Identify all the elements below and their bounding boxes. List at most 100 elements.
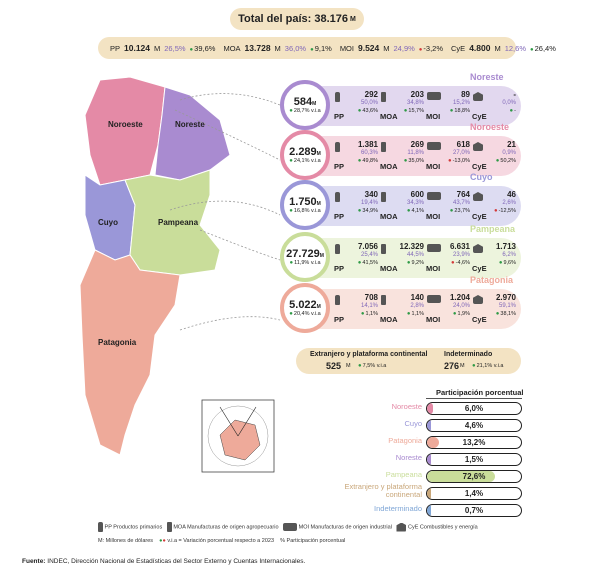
region-segment-moa: 203 34,8% 15,7% MOA [380, 91, 424, 121]
region-segment-moi: 1.204 24,0% 1,9% MOI [426, 294, 470, 324]
region-pp-code: PP [334, 162, 345, 171]
region-cye-value: 2.970 [495, 293, 516, 302]
region-cye-var: 50,2% [472, 157, 516, 165]
region-moi-pct: 15,2% [452, 100, 470, 106]
map-label-pampeana: Pampeana [158, 218, 199, 227]
region-moi-var: 1,9% [426, 310, 470, 318]
region-pp-value: 708 [364, 293, 378, 302]
region-cye-pct: 0,9% [502, 150, 516, 156]
antarctica-sector-line-right [237, 406, 257, 437]
antarctica-shape [219, 419, 261, 461]
summary-pp-code: PP [110, 43, 121, 53]
summary-cye-value: 4.800 [469, 43, 491, 53]
region-name: Noreste [470, 72, 504, 82]
chart-bar [427, 471, 496, 482]
summary-pp-unit: M [154, 43, 161, 53]
region-moi-code: MOI [426, 264, 441, 273]
region-moi-value: 6.631 [449, 242, 470, 251]
chart-bar-track: 1,5% [426, 453, 522, 466]
moi-icon [427, 142, 441, 150]
region-moa-pct: 11,8% [407, 150, 424, 156]
region-moa-code: MOA [380, 315, 398, 324]
extranjero-var: 7,5% v.i.a [358, 363, 387, 369]
moi-icon [427, 244, 441, 252]
region-total-circle: 27.729M 11,9% v.i.a [280, 232, 330, 282]
region-cye-var: 9,6% [472, 259, 516, 267]
region-segment-pp: 292 50,0% 43,6% PP [334, 91, 378, 121]
region-moa-code: MOA [380, 212, 398, 221]
region-cye-code: CyE [472, 112, 487, 121]
chart-data-label: 6,0% [464, 404, 484, 413]
summary-cye-code: CyE [451, 43, 466, 53]
footer-text: INDEC, Dirección Nacional de Estadística… [47, 558, 306, 565]
legend-moa: MOA Manufacturas de origen agropecuario [173, 524, 279, 531]
region-pp-code: PP [334, 264, 345, 273]
summary-cye-var: 26,4% [530, 44, 556, 53]
summary-moi-value: 9.524 [357, 43, 380, 53]
legend-cye: CyE Combustibles y energía [408, 524, 478, 531]
region-segment-moa: 140 2,8% 1,1% MOA [380, 294, 424, 324]
region-pp-code: PP [334, 212, 345, 221]
region-pp-var: 34,9% [334, 207, 378, 215]
indeterminado-value: 276 [444, 361, 460, 371]
total-country-label: Total del país: 38.176 [238, 13, 348, 25]
region-var: 28,7% v.i.a [289, 108, 321, 114]
region-moa-var: 9,2% [380, 259, 424, 267]
moa-icon [381, 142, 386, 152]
moa-icon [381, 192, 386, 202]
summary-moa-var: 9,1% [310, 44, 332, 53]
map-label-patagonia: Patagonia [98, 338, 137, 347]
region-pp-value: 1.381 [357, 140, 378, 149]
chart-data-label: 1,5% [464, 455, 484, 464]
pp-icon [335, 244, 340, 254]
region-total-circle: 5.022M 20,4% v.i.a [280, 283, 330, 333]
region-cye-code: CyE [472, 264, 487, 273]
region-var: 11,9% v.i.a [289, 260, 320, 266]
chart-category-label: Patagonia [388, 436, 422, 445]
chart-bar [427, 505, 431, 516]
region-cye-pct: 59,1% [498, 303, 516, 309]
region-pp-var: 43,6% [334, 107, 378, 115]
region-moi-value: 618 [456, 140, 470, 149]
region-pp-code: PP [334, 315, 345, 324]
summary-moi-pct: 24,9% [393, 43, 415, 53]
argentina-map: Noroeste Noreste Cuyo Pampeana Patagonia [79, 76, 275, 473]
cye-icon [473, 192, 483, 201]
summary-pp-pct: 26,5% [164, 43, 186, 53]
moi-icon [427, 92, 441, 100]
summary-moa-code: MOA [223, 43, 241, 53]
chart-divider [426, 398, 522, 399]
indeterminado-unit: M [460, 363, 465, 369]
region-name: Noroeste [470, 122, 510, 132]
region-moi-var: 23,7% [426, 207, 470, 215]
region-moa-value: 140 [410, 293, 424, 302]
chart-category-label: Noreste [395, 453, 422, 462]
chart-bar-track: 0,7% [426, 504, 522, 517]
cye-icon [473, 295, 483, 304]
region-cye-code: CyE [472, 162, 487, 171]
region-segment-cye: - 0,0% - CyE [472, 91, 516, 121]
chart-title: Participación porcentual [436, 388, 524, 397]
chart-bar-track: 6,0% [426, 402, 522, 415]
region-pp-pct: 25,4% [360, 252, 378, 258]
region-pp-pct: 19,4% [360, 200, 378, 206]
region-total: 27.729 [286, 248, 320, 260]
region-total: 2.289 [289, 146, 317, 158]
map-label-cuyo: Cuyo [98, 218, 118, 227]
chart-data-label: 0,7% [464, 506, 484, 515]
region-unit: M [312, 101, 317, 107]
moa-icon [381, 295, 386, 305]
region-cye-pct: 6,2% [502, 252, 516, 258]
region-segment-pp: 708 14,1% 1,1% PP [334, 294, 378, 324]
region-segment-pp: 340 19,4% 34,9% PP [334, 191, 378, 221]
region-moi-pct: 43,7% [452, 200, 470, 206]
region-moi-var: -4,6% [426, 259, 470, 267]
region-pp-var: 49,8% [334, 157, 378, 165]
region-segment-cye: 1.713 6,2% 9,6% CyE [472, 243, 516, 273]
chart-bar [427, 488, 431, 499]
chart-data-label: 72,6% [462, 472, 486, 481]
region-moa-value: 269 [410, 140, 424, 149]
chart-bar-track: 1,4% [426, 487, 522, 500]
legend-moi: MOI Manufacturas de origen industrial [298, 524, 392, 531]
region-pp-pct: 14,1% [360, 303, 378, 309]
